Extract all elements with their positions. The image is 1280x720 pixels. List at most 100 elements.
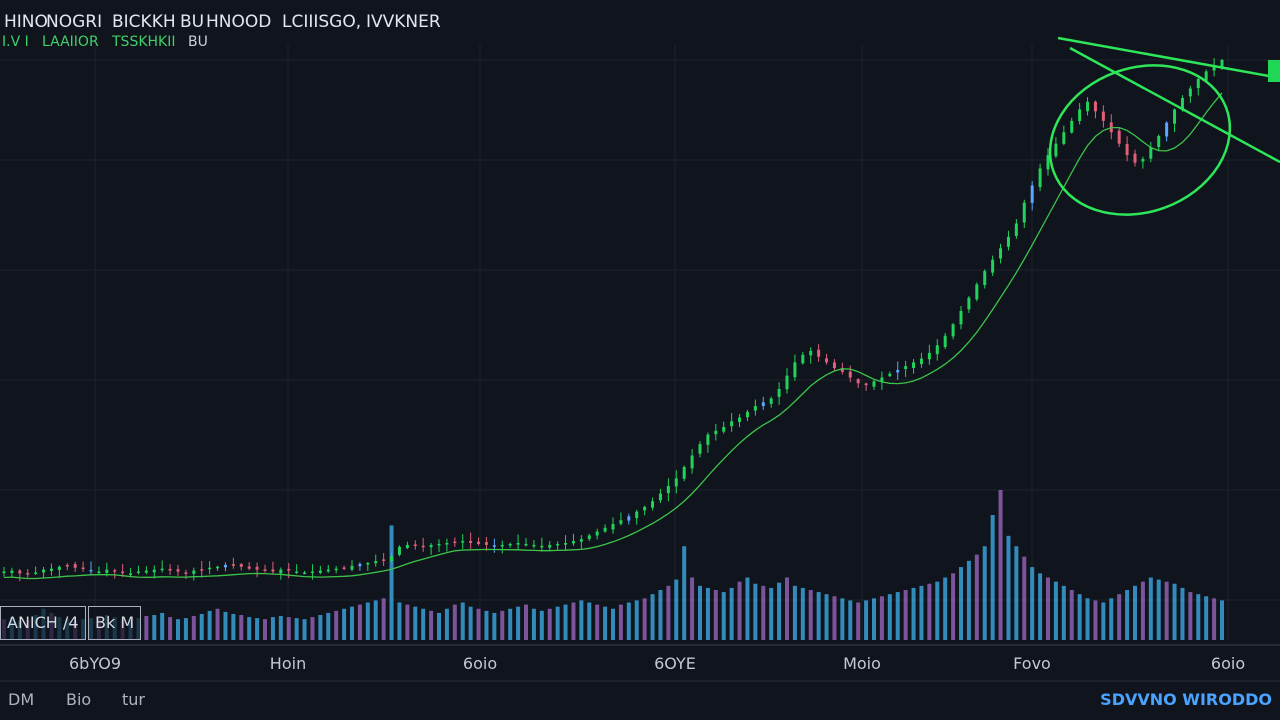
volume-bar: [840, 598, 845, 640]
volume-bar: [579, 600, 584, 640]
volume-bar: [1038, 573, 1043, 640]
candle-body: [595, 531, 599, 536]
candle-body: [1173, 109, 1177, 124]
volume-bar: [698, 585, 702, 640]
candle-body: [1070, 120, 1074, 133]
candle-body: [508, 543, 512, 546]
volume-bar: [437, 612, 441, 640]
volume-bar: [294, 618, 299, 640]
volume-bar: [1172, 583, 1177, 640]
candle-body: [89, 569, 93, 572]
candle-body: [231, 564, 235, 566]
candle-body: [413, 544, 417, 547]
x-tick-label: 6bYO9: [68, 654, 122, 673]
candle-body: [492, 545, 496, 547]
bottom-label-3: tur: [122, 690, 145, 709]
candle-body: [1062, 132, 1066, 144]
volume-bar: [887, 594, 892, 640]
candle-body: [1180, 98, 1184, 109]
candle-body: [611, 523, 615, 530]
volume-bar: [761, 585, 766, 640]
candle-body: [1188, 88, 1192, 97]
volume-bar: [611, 608, 615, 640]
candle-body: [152, 569, 156, 573]
chart-header: HINO NOGRI BICKKH BU HNOOD LCIIISGO, IVV…: [0, 0, 1280, 50]
candle-body: [168, 568, 172, 571]
volume-bar: [365, 602, 370, 640]
candle-body: [81, 567, 85, 570]
candle-body: [1165, 122, 1169, 137]
candle-body: [1030, 185, 1034, 203]
candle-body: [912, 362, 916, 368]
candle-body: [192, 570, 196, 574]
candle-body: [144, 570, 148, 573]
title-part-2: NOGRI: [46, 12, 103, 32]
candle-body: [524, 543, 528, 546]
candle-body: [445, 543, 449, 545]
candle-body: [658, 493, 662, 501]
volume-bar: [998, 490, 1003, 640]
volume-bar: [1140, 581, 1145, 640]
candle-body: [1196, 79, 1200, 89]
volume-bar: [832, 596, 837, 640]
candle-body: [1149, 147, 1153, 159]
candle-body: [1141, 158, 1145, 162]
candle-body: [999, 248, 1003, 259]
volume-bar: [1077, 594, 1082, 640]
candle-body: [1022, 202, 1026, 223]
volume-bar: [231, 613, 236, 640]
x-tick-label: 6oio: [1210, 654, 1246, 673]
volume-bar: [421, 608, 426, 640]
candle-body: [1038, 168, 1042, 188]
volume-bar: [1180, 587, 1185, 640]
volume-bar: [531, 608, 536, 640]
candle-body: [382, 559, 386, 561]
volume-bar: [176, 619, 180, 640]
volume-bar: [634, 600, 639, 640]
volume-bar: [603, 606, 608, 640]
volume-bar: [160, 612, 165, 640]
candle-body: [738, 417, 742, 422]
price-marker: [1268, 60, 1280, 82]
candle-body: [295, 571, 299, 574]
volume-bar: [381, 598, 386, 640]
candle-body: [904, 366, 908, 370]
candle-body: [983, 271, 987, 286]
volume-bar: [508, 608, 513, 640]
volume-bar: [302, 619, 307, 640]
upper-trendline: [1057, 36, 1280, 80]
volume-bar: [144, 616, 149, 640]
volume-bar: [959, 567, 963, 640]
volume-bar: [895, 592, 900, 640]
candle-body: [2, 571, 6, 574]
candle-body: [627, 516, 631, 521]
candle-body: [57, 566, 61, 570]
candle-body: [390, 556, 394, 562]
candle-body: [643, 506, 647, 511]
volume-bar: [539, 610, 544, 640]
candle-body: [136, 571, 140, 574]
candle-body: [619, 520, 623, 524]
box-button-2[interactable]: Bk M: [88, 606, 142, 640]
volume-bar: [168, 617, 173, 640]
volume-bar: [334, 610, 339, 640]
candle-body: [690, 455, 694, 469]
candle-body: [769, 398, 773, 404]
candle-body: [587, 535, 591, 539]
volume-bar: [223, 611, 228, 640]
volume-bar: [856, 602, 861, 640]
lower-trendline: [1069, 46, 1280, 164]
box-button-1[interactable]: ANICH /4: [0, 606, 86, 640]
volume-bar: [571, 602, 576, 640]
volume-bar: [1148, 577, 1153, 640]
candle-body: [223, 564, 227, 568]
candle-body: [239, 564, 243, 567]
volume-bar: [183, 618, 188, 640]
volume-bar: [413, 606, 418, 640]
volume-bar: [587, 602, 592, 640]
title-part-5: HNOOD: [206, 12, 272, 32]
candle-body: [1046, 155, 1050, 170]
candle-body: [1157, 136, 1161, 147]
candle-body: [208, 567, 212, 570]
x-tick-label: Hoin: [269, 654, 307, 673]
